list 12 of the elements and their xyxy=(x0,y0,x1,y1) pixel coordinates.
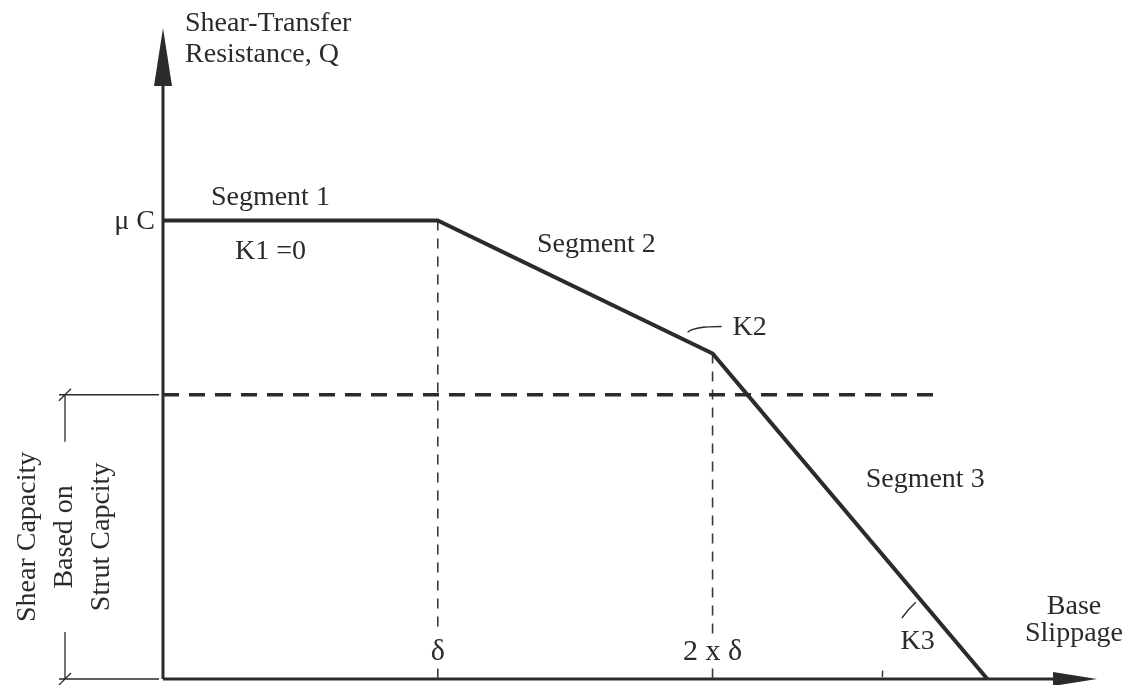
annotation: K2 xyxy=(732,310,767,342)
annotation: K1 =0 xyxy=(234,234,306,266)
x-axis-title: Base Slippage xyxy=(1025,588,1123,647)
legend-label: Shear Capacity Based on Strut Capcity xyxy=(10,451,116,623)
x-tick-label: 2 x δ xyxy=(683,632,743,666)
annotation: K3 xyxy=(900,624,935,656)
annotation: Segment 2 xyxy=(536,227,656,259)
text: Shear-Transfer Resistance, Q xyxy=(185,6,353,69)
annotation: Segment 3 xyxy=(865,462,985,494)
x-tick-label: δ xyxy=(430,632,445,666)
text: μ C xyxy=(114,204,155,236)
text: Segment 1 xyxy=(210,180,330,212)
